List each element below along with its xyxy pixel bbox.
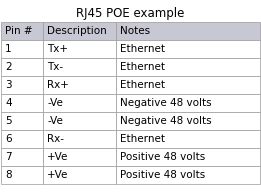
Bar bbox=[1, 94, 43, 112]
Bar bbox=[116, 58, 260, 76]
Bar bbox=[116, 166, 260, 184]
Bar bbox=[1, 40, 43, 58]
Text: Ethernet: Ethernet bbox=[120, 44, 165, 54]
Text: +Ve: +Ve bbox=[47, 170, 68, 180]
Text: 8: 8 bbox=[5, 170, 12, 180]
Bar bbox=[1, 58, 43, 76]
Text: -Ve: -Ve bbox=[47, 98, 63, 108]
Text: Tx-: Tx- bbox=[47, 62, 63, 72]
Bar bbox=[116, 94, 260, 112]
Text: 5: 5 bbox=[5, 116, 12, 126]
Bar bbox=[116, 130, 260, 148]
Text: Rx-: Rx- bbox=[47, 134, 64, 144]
Text: Negative 48 volts: Negative 48 volts bbox=[120, 98, 212, 108]
Bar bbox=[1, 22, 43, 40]
Bar bbox=[43, 112, 116, 130]
Text: Pin #: Pin # bbox=[5, 26, 33, 36]
Bar bbox=[1, 148, 43, 166]
Text: Description: Description bbox=[47, 26, 107, 36]
Text: Negative 48 volts: Negative 48 volts bbox=[120, 116, 212, 126]
Bar bbox=[116, 76, 260, 94]
Text: RJ45 POE example: RJ45 POE example bbox=[76, 7, 185, 19]
Text: 7: 7 bbox=[5, 152, 12, 162]
Text: Ethernet: Ethernet bbox=[120, 80, 165, 90]
Text: 3: 3 bbox=[5, 80, 12, 90]
Text: Tx+: Tx+ bbox=[47, 44, 68, 54]
Text: +Ve: +Ve bbox=[47, 152, 68, 162]
Bar bbox=[43, 148, 116, 166]
Text: 6: 6 bbox=[5, 134, 12, 144]
Bar bbox=[116, 112, 260, 130]
Bar bbox=[1, 112, 43, 130]
Text: Positive 48 volts: Positive 48 volts bbox=[120, 170, 205, 180]
Text: Rx+: Rx+ bbox=[47, 80, 69, 90]
Text: 2: 2 bbox=[5, 62, 12, 72]
Bar bbox=[43, 94, 116, 112]
Bar bbox=[116, 40, 260, 58]
Text: Ethernet: Ethernet bbox=[120, 62, 165, 72]
Text: Notes: Notes bbox=[120, 26, 150, 36]
Text: Positive 48 volts: Positive 48 volts bbox=[120, 152, 205, 162]
Bar bbox=[43, 76, 116, 94]
Bar bbox=[43, 22, 116, 40]
Text: 1: 1 bbox=[5, 44, 12, 54]
Bar bbox=[43, 58, 116, 76]
Bar bbox=[116, 148, 260, 166]
Bar bbox=[43, 130, 116, 148]
Text: Ethernet: Ethernet bbox=[120, 134, 165, 144]
Text: -Ve: -Ve bbox=[47, 116, 63, 126]
Bar bbox=[1, 76, 43, 94]
Bar bbox=[43, 166, 116, 184]
Bar bbox=[116, 22, 260, 40]
Bar bbox=[1, 166, 43, 184]
Bar bbox=[1, 130, 43, 148]
Text: 4: 4 bbox=[5, 98, 12, 108]
Bar bbox=[43, 40, 116, 58]
